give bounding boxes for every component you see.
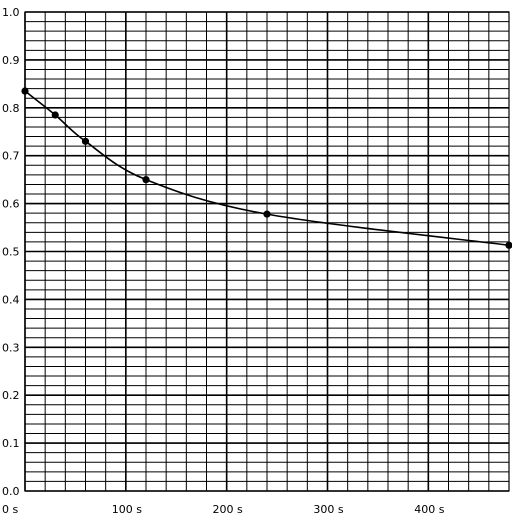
x-tick-label: 400 s [414,503,444,514]
y-tick-label: 1.0 [2,6,20,19]
data-point [142,176,150,184]
plot-frame [24,11,510,492]
y-tick-label: 0.0 [2,485,20,498]
y-tick-label: 0.2 [2,389,20,402]
x-tick-label: 100 s [112,503,142,514]
data-point [21,87,29,95]
x-tick-label: 300 s [313,503,343,514]
data-point [263,210,271,218]
data-point [505,241,512,249]
y-axis-tick-labels: 0.0 0.1 0.2 0.3 0.4 0.5 0.6 0.7 0.8 0.9 1.0 [2,6,20,498]
x-axis-tick-labels: 0 s 100 s 200 s 300 s 400 s [2,503,445,514]
x-tick-label: 0 s [2,503,18,514]
y-tick-label: 0.1 [2,437,20,450]
y-tick-label: 0.8 [2,102,20,115]
y-tick-label: 0.3 [2,341,20,354]
y-tick-label: 0.5 [2,246,20,259]
data-points [21,87,512,249]
y-tick-label: 0.9 [2,54,20,67]
data-point [51,111,59,119]
x-tick-label: 200 s [213,503,243,514]
y-tick-label: 0.4 [2,293,20,306]
y-tick-label: 0.7 [2,150,20,163]
y-tick-label: 0.6 [2,198,20,211]
data-point [81,137,90,145]
